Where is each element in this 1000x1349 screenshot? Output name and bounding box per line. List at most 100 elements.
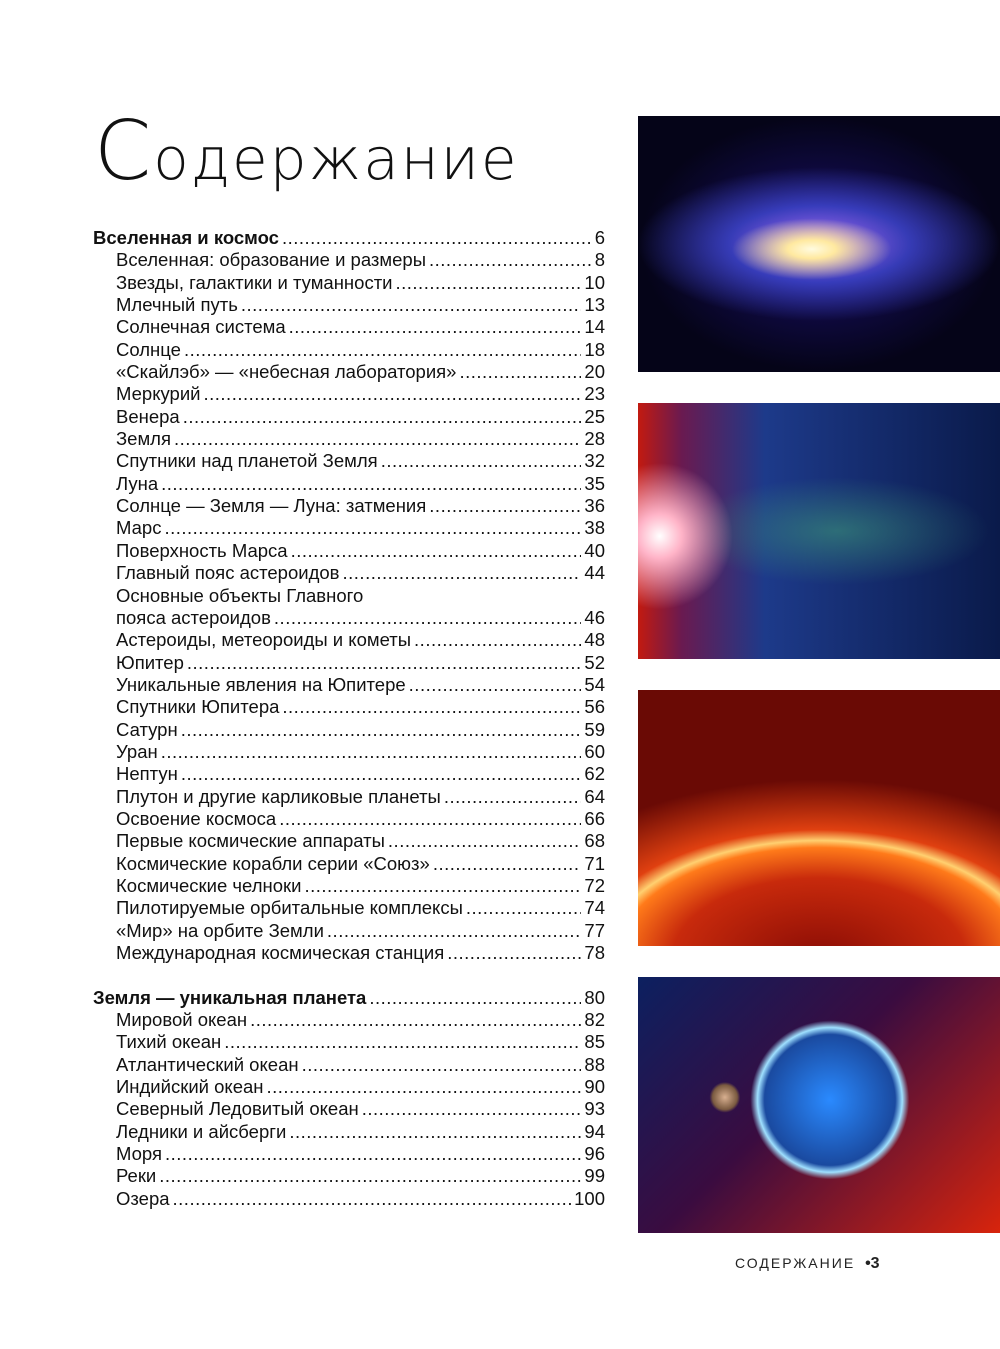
entry-page: 54 bbox=[584, 673, 605, 695]
entry-title: Уран bbox=[116, 740, 158, 762]
entry-title: Марс bbox=[116, 517, 162, 539]
entry-title: Луна bbox=[116, 472, 159, 494]
toc-entry[interactable]: Луна 35 bbox=[93, 473, 605, 495]
dot-leader bbox=[289, 1121, 581, 1143]
entry-title: Космические корабли серии «Союз» bbox=[116, 852, 430, 874]
dot-leader bbox=[164, 517, 581, 539]
entry-page: 56 bbox=[584, 696, 605, 718]
entry-page: 74 bbox=[584, 897, 605, 919]
toc-entry[interactable]: Космические челноки 72 bbox=[93, 875, 605, 897]
toc-entry[interactable]: Солнечная система 14 bbox=[93, 316, 605, 338]
toc-entry[interactable]: Нептун 62 bbox=[93, 763, 605, 785]
toc-entry[interactable]: пояса астероидов 46 bbox=[93, 607, 605, 629]
toc-entry[interactable]: Вселенная: образование и размеры 8 bbox=[93, 249, 605, 271]
section-entry[interactable]: Вселенная и космос 6 bbox=[93, 227, 605, 249]
dot-leader bbox=[161, 741, 582, 763]
toc-entry[interactable]: Освоение космоса 66 bbox=[93, 808, 605, 830]
dot-leader bbox=[250, 1009, 581, 1031]
toc-entry[interactable]: Главный пояс астероидов 44 bbox=[93, 562, 605, 584]
entry-page: 48 bbox=[584, 629, 605, 651]
entry-page: 66 bbox=[584, 807, 605, 829]
toc-entry[interactable]: Звезды, галактики и туманности 10 bbox=[93, 272, 605, 294]
entry-page: 96 bbox=[584, 1143, 605, 1165]
toc-entry[interactable]: Венера 25 bbox=[93, 406, 605, 428]
toc-entry[interactable]: Меркурий 23 bbox=[93, 383, 605, 405]
toc-entry[interactable]: Солнце 18 bbox=[93, 339, 605, 361]
toc-entry[interactable]: Индийский океан 90 bbox=[93, 1076, 605, 1098]
entry-title: Спутники Юпитера bbox=[116, 696, 280, 718]
toc-entry[interactable]: Уникальные явления на Юпитере 54 bbox=[93, 674, 605, 696]
dot-leader bbox=[274, 607, 582, 629]
entry-page: 32 bbox=[584, 450, 605, 472]
toc-entry-line1: Основные объекты Главного bbox=[116, 584, 364, 606]
toc-entry[interactable]: Юпитер 52 bbox=[93, 652, 605, 674]
solar-system-image bbox=[638, 403, 1000, 659]
dot-leader bbox=[173, 1188, 572, 1210]
toc-entry[interactable]: Спутники над планетой Земля 32 bbox=[93, 450, 605, 472]
dot-leader bbox=[159, 1165, 581, 1187]
entry-title: Звезды, галактики и туманности bbox=[116, 271, 393, 293]
entry-page: 90 bbox=[584, 1076, 605, 1098]
dot-leader bbox=[433, 853, 582, 875]
toc-entry[interactable]: Ледники и айсберги 94 bbox=[93, 1121, 605, 1143]
entry-title: Ледники и айсберги bbox=[116, 1120, 287, 1142]
entry-page: 13 bbox=[584, 294, 605, 316]
toc-entry[interactable]: Плутон и другие карликовые планеты 64 bbox=[93, 786, 605, 808]
dot-leader bbox=[204, 383, 582, 405]
footer-bullet: • bbox=[865, 1255, 871, 1272]
toc-entry[interactable]: Поверхность Марса 40 bbox=[93, 540, 605, 562]
toc-entry[interactable]: Млечный путь 13 bbox=[93, 294, 605, 316]
toc-entry[interactable]: Озера 100 bbox=[93, 1188, 605, 1210]
toc-entry[interactable]: «Мир» на орбите Земли 77 bbox=[93, 920, 605, 942]
toc-entry[interactable]: Марс 38 bbox=[93, 517, 605, 539]
entry-page: 35 bbox=[584, 472, 605, 494]
entry-title: Вселенная: образование и размеры bbox=[116, 249, 426, 271]
dot-leader bbox=[362, 1098, 582, 1120]
toc-entry[interactable]: Первые космические аппараты 68 bbox=[93, 830, 605, 852]
toc-entry[interactable]: Солнце — Земля — Луна: затмения 36 bbox=[93, 495, 605, 517]
page-title: Содержание bbox=[94, 104, 519, 199]
running-footer: СОДЕРЖАНИЕ •3 bbox=[735, 1255, 880, 1273]
toc-entry[interactable]: «Скайлэб» — «небесная лаборатория» 20 bbox=[93, 361, 605, 383]
dot-leader bbox=[282, 227, 592, 249]
toc-entry[interactable]: Атлантический океан 88 bbox=[93, 1054, 605, 1076]
entry-page: 10 bbox=[584, 271, 605, 293]
entry-page: 52 bbox=[584, 651, 605, 673]
entry-title: Земля bbox=[116, 428, 171, 450]
dot-leader bbox=[183, 406, 582, 428]
toc-entry[interactable]: Международная космическая станция 78 bbox=[93, 942, 605, 964]
toc-entry[interactable]: Тихий океан 85 bbox=[93, 1031, 605, 1053]
toc-entry[interactable]: Астероиды, метеороиды и кометы 48 bbox=[93, 629, 605, 651]
galaxy-image bbox=[638, 116, 1000, 372]
section-entry[interactable]: Земля — уникальная планета 80 bbox=[93, 987, 605, 1009]
entry-page: 36 bbox=[584, 495, 605, 517]
dot-leader bbox=[459, 361, 581, 383]
toc-entry[interactable]: Спутники Юпитера 56 bbox=[93, 696, 605, 718]
entry-page: 18 bbox=[584, 338, 605, 360]
toc-entry[interactable]: Сатурн 59 bbox=[93, 719, 605, 741]
entry-title: Озера bbox=[116, 1187, 170, 1209]
entry-title: Плутон и другие карликовые планеты bbox=[116, 785, 441, 807]
entry-title: Солнце bbox=[116, 338, 181, 360]
toc-entry[interactable]: Северный Ледовитый океан 93 bbox=[93, 1098, 605, 1120]
entry-page: 72 bbox=[584, 874, 605, 896]
entry-page: 78 bbox=[584, 942, 605, 963]
dot-leader bbox=[289, 316, 582, 338]
toc-entry[interactable]: Космические корабли серии «Союз» 71 bbox=[93, 853, 605, 875]
toc-entry[interactable]: Пилотируемые орбитальные комплексы 74 bbox=[93, 897, 605, 919]
entry-title: Астероиды, метеороиды и кометы bbox=[116, 629, 412, 651]
entry-page: 14 bbox=[584, 316, 605, 338]
entry-title: Моря bbox=[116, 1143, 163, 1165]
entry-page: 44 bbox=[584, 562, 605, 584]
toc-entry[interactable]: Земля 28 bbox=[93, 428, 605, 450]
toc-entry[interactable]: Уран 60 bbox=[93, 741, 605, 763]
toc-entry[interactable]: Моря 96 bbox=[93, 1143, 605, 1165]
entry-page: 6 bbox=[594, 227, 605, 248]
entry-title: Уникальные явления на Юпитере bbox=[116, 673, 406, 695]
entry-page: 93 bbox=[584, 1098, 605, 1120]
toc-entry[interactable]: Реки 99 bbox=[93, 1165, 605, 1187]
toc-entry[interactable]: Мировой океан 82 bbox=[93, 1009, 605, 1031]
entry-title: Тихий океан bbox=[116, 1031, 222, 1053]
entry-page: 94 bbox=[584, 1120, 605, 1142]
entry-page: 99 bbox=[584, 1165, 605, 1187]
